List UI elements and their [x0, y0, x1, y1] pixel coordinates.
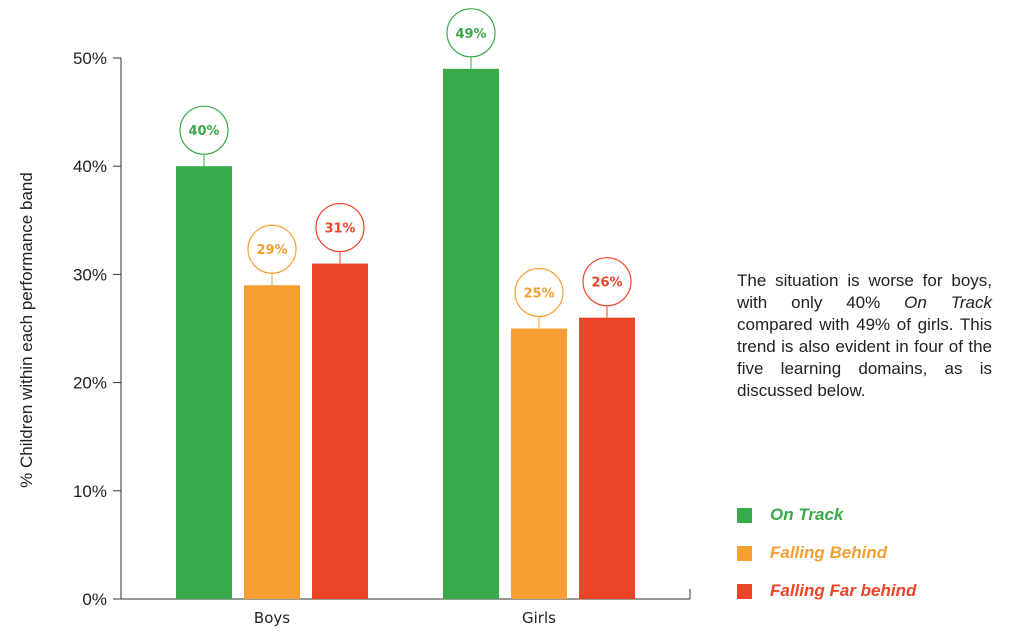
- data-label-circle: [446, 8, 496, 58]
- legend-label-falling-behind: Falling Behind: [770, 543, 888, 562]
- y-tick-label: 40%: [73, 157, 107, 176]
- bar: [511, 328, 567, 599]
- x-category-label: Boys: [254, 609, 290, 627]
- data-label: 31%: [324, 222, 355, 237]
- data-label: 26%: [591, 276, 622, 291]
- data-label-circle: [315, 202, 365, 253]
- y-tick-label: 10%: [73, 482, 107, 501]
- y-tick-label: 30%: [73, 265, 107, 284]
- legend-item-on-track: On Track: [737, 505, 916, 525]
- data-label: 49%: [455, 27, 486, 42]
- legend-swatch-falling-behind: [737, 545, 752, 561]
- x-category-label: Girls: [522, 609, 556, 627]
- bar: [443, 68, 499, 599]
- data-label: 25%: [523, 287, 554, 302]
- legend-item-falling-far-behind: Falling Far behind: [737, 581, 916, 601]
- bar: [579, 317, 635, 599]
- data-label-circle: [179, 105, 229, 155]
- y-tick-label: 20%: [73, 374, 107, 393]
- bar: [312, 263, 368, 599]
- commentary-text-start: The situation is worse for boys, with on…: [737, 271, 992, 312]
- data-label-circle: [247, 224, 297, 274]
- bar-chart: 0% 10% 20% 30% 40% 50% % Children within each …: [17, 8, 691, 627]
- chart-commentary: The situation is worse for boys, with on…: [737, 270, 992, 402]
- legend-swatch-falling-far-behind: [737, 583, 752, 599]
- y-axis-label: % Children within each performance band: [17, 172, 36, 488]
- commentary-text-end: compared with 49% of girls. This trend i…: [737, 315, 992, 400]
- chart-legend: On Track Falling Behind Falling Far behi…: [737, 505, 916, 619]
- data-label: 29%: [256, 243, 287, 258]
- chart-axes: 0% 10% 20% 30% 40% 50% % Children within each …: [17, 49, 691, 627]
- bar: [176, 166, 232, 599]
- commentary-emphasis-on-track: On Track: [904, 293, 992, 312]
- data-label-circle: [514, 267, 564, 318]
- bar: [244, 285, 300, 599]
- chart-data-labels: 40% 29% 31% 49% 25% 26%: [179, 8, 632, 329]
- y-tick-label: 0%: [82, 590, 107, 609]
- legend-label-on-track: On Track: [770, 505, 844, 524]
- legend-swatch-on-track: [737, 507, 752, 523]
- chart-bars: [176, 68, 635, 599]
- data-label: 40%: [188, 124, 219, 139]
- legend-item-falling-behind: Falling Behind: [737, 543, 916, 563]
- legend-label-falling-far-behind: Falling Far behind: [770, 581, 917, 600]
- data-label-circle: [582, 257, 632, 307]
- y-tick-label: 50%: [73, 49, 107, 68]
